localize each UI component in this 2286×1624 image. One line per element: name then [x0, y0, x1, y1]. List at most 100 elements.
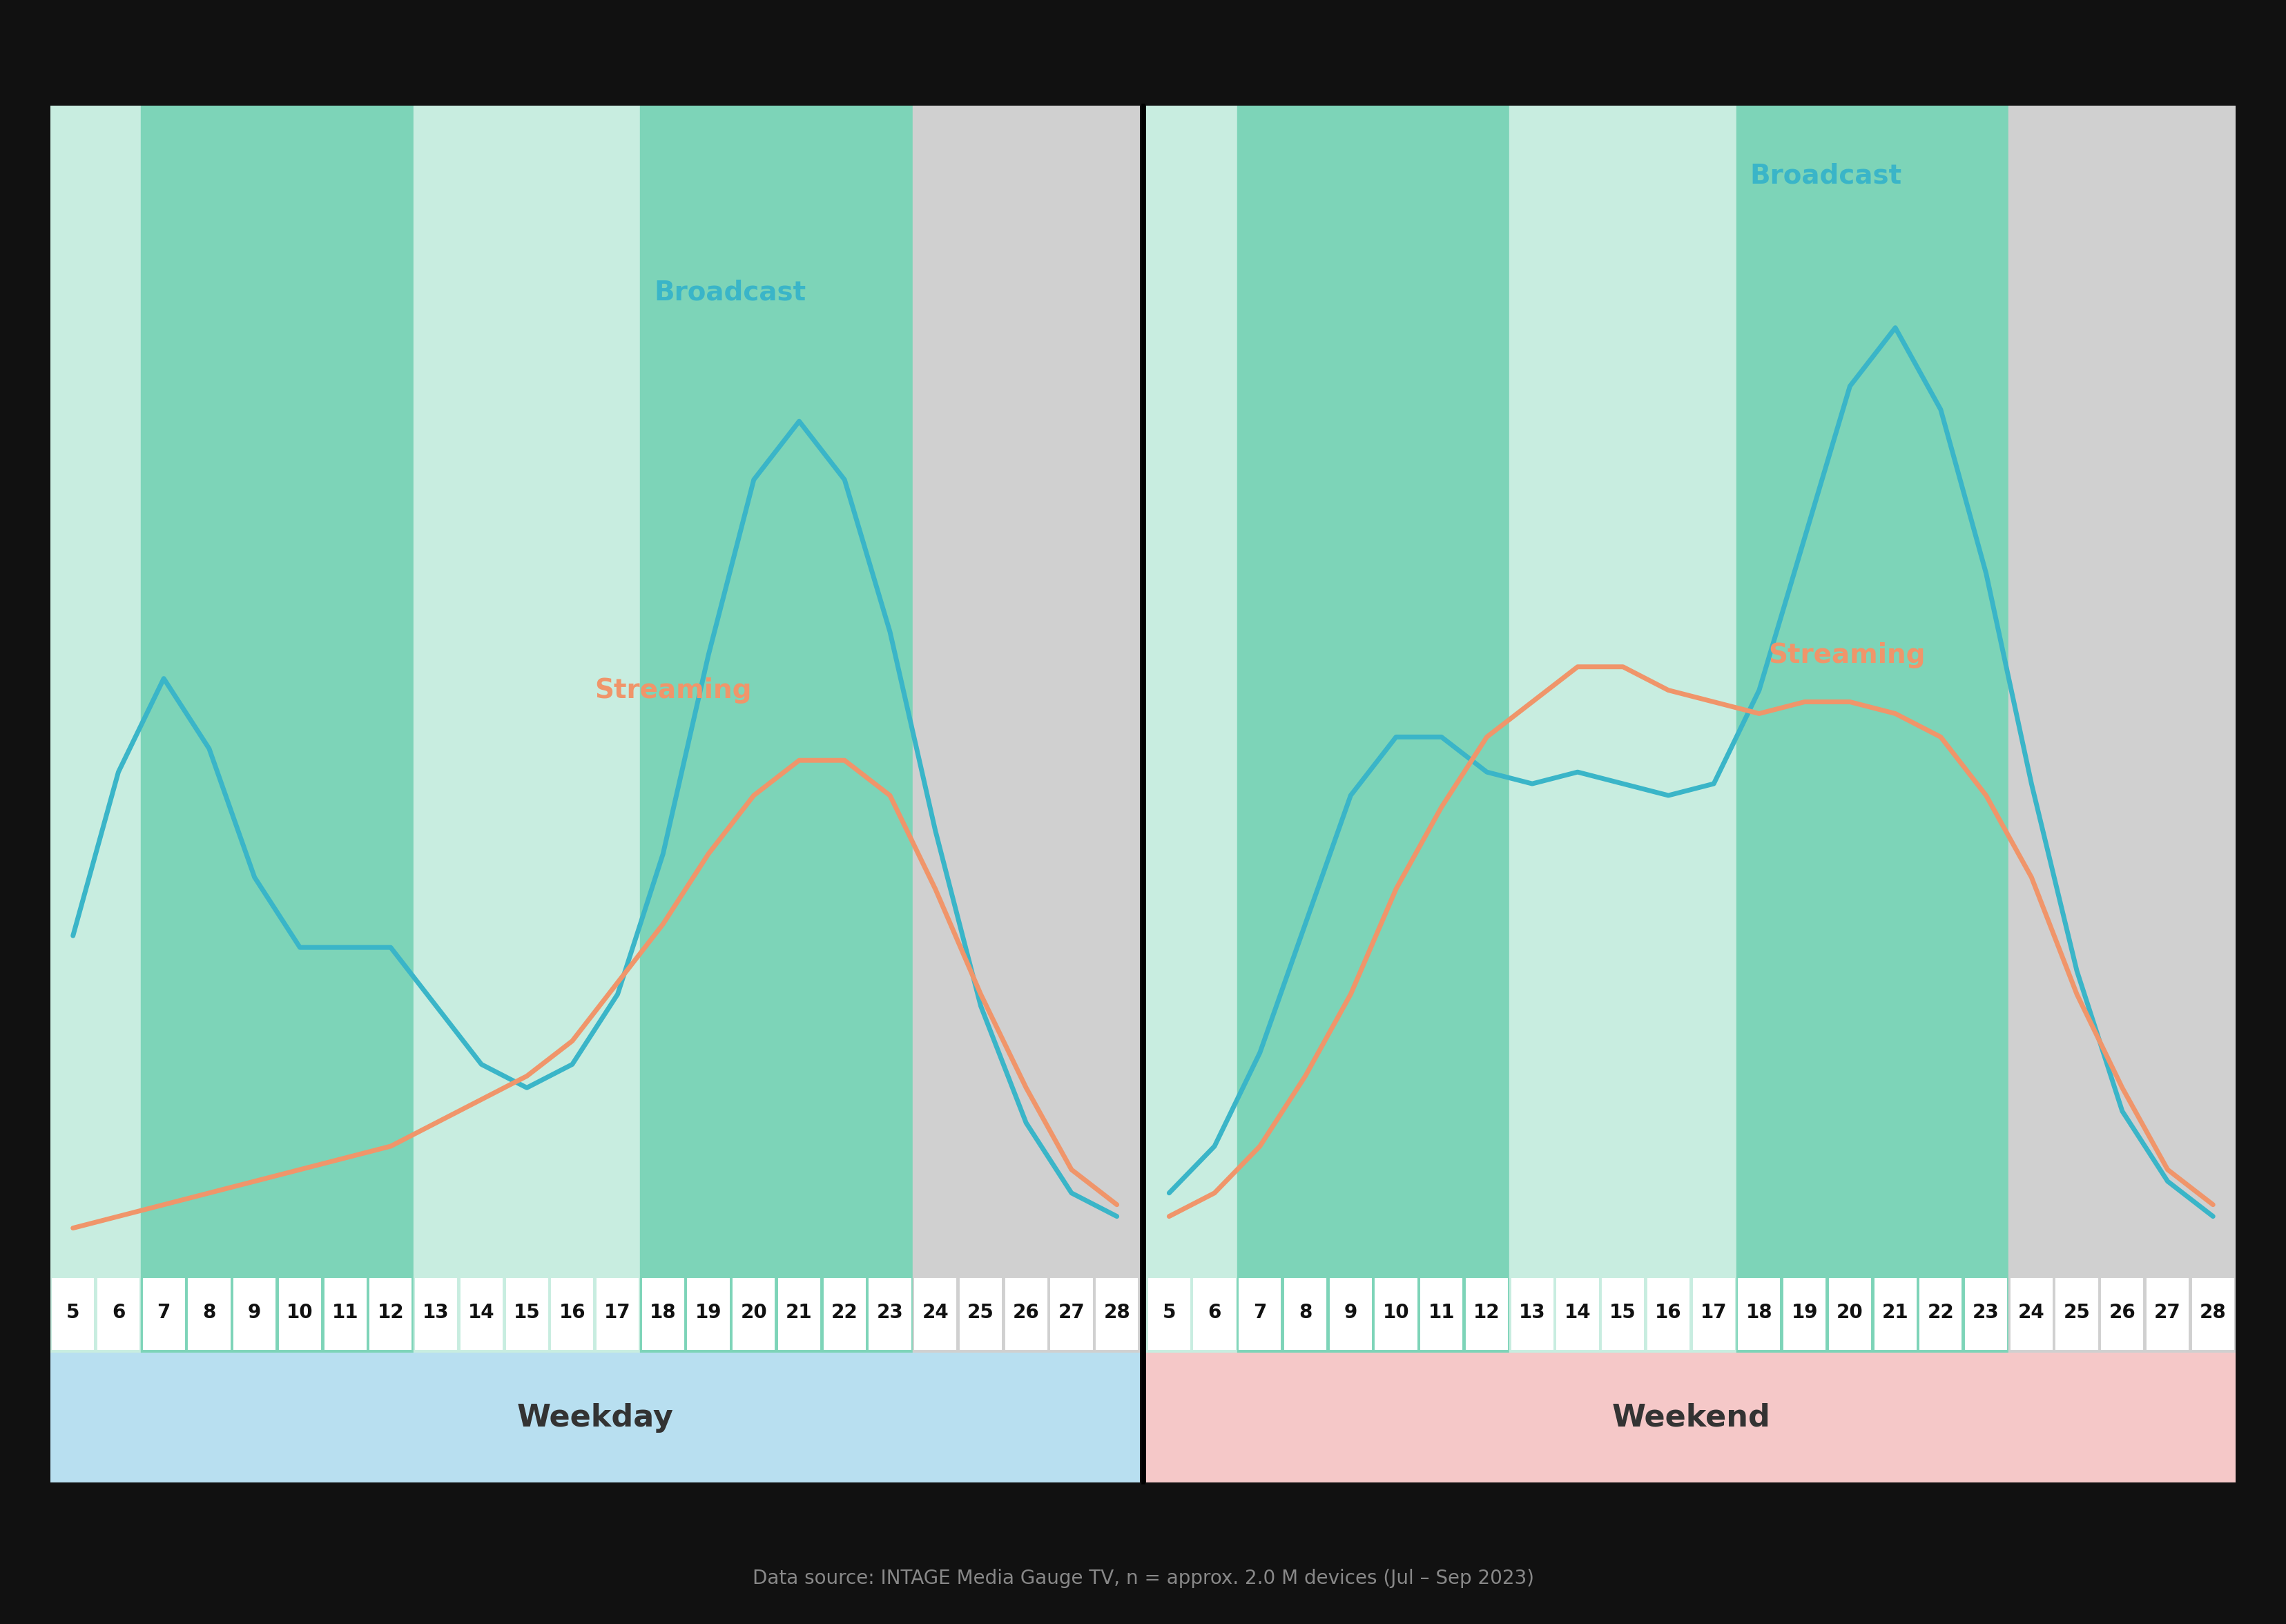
FancyBboxPatch shape	[370, 1278, 411, 1350]
FancyBboxPatch shape	[2147, 1278, 2188, 1350]
Text: Data source: INTAGE Media Gauge TV, n = approx. 2.0 M devices (Jul – Sep 2023): Data source: INTAGE Media Gauge TV, n = …	[752, 1569, 1534, 1588]
FancyBboxPatch shape	[825, 1278, 864, 1350]
Text: 10: 10	[1383, 1302, 1410, 1322]
Bar	[414, 1275, 640, 1353]
Bar	[50, 1275, 142, 1353]
Text: Broadcast: Broadcast	[1751, 162, 1902, 188]
Text: 27: 27	[2153, 1302, 2181, 1322]
FancyBboxPatch shape	[960, 1278, 1001, 1350]
FancyBboxPatch shape	[2012, 1278, 2053, 1350]
Bar	[1509, 106, 1737, 1275]
Bar	[2009, 106, 2236, 1275]
Text: 19: 19	[695, 1302, 722, 1322]
FancyBboxPatch shape	[1052, 1278, 1093, 1350]
FancyBboxPatch shape	[279, 1278, 320, 1350]
Text: 5: 5	[1161, 1302, 1175, 1322]
Text: 21: 21	[1881, 1302, 1909, 1322]
Bar	[142, 1275, 414, 1353]
Bar	[912, 106, 1138, 1275]
FancyBboxPatch shape	[1557, 1278, 1598, 1350]
FancyBboxPatch shape	[597, 1278, 638, 1350]
FancyBboxPatch shape	[551, 1278, 592, 1350]
Bar	[1237, 106, 1509, 1275]
FancyBboxPatch shape	[688, 1278, 729, 1350]
Text: Streaming: Streaming	[1769, 641, 1925, 667]
FancyBboxPatch shape	[914, 1278, 956, 1350]
FancyBboxPatch shape	[869, 1278, 910, 1350]
Text: 26: 26	[1013, 1302, 1040, 1322]
FancyBboxPatch shape	[1966, 1278, 2007, 1350]
Text: 8: 8	[203, 1302, 215, 1322]
FancyBboxPatch shape	[780, 1278, 821, 1350]
Bar	[414, 106, 640, 1275]
Text: Streaming: Streaming	[594, 677, 752, 703]
FancyBboxPatch shape	[462, 1278, 503, 1350]
Text: 20: 20	[741, 1302, 768, 1322]
Text: 17: 17	[604, 1302, 631, 1322]
Text: 10: 10	[286, 1302, 313, 1322]
Text: 21: 21	[786, 1302, 812, 1322]
Text: 9: 9	[247, 1302, 261, 1322]
Text: 9: 9	[1344, 1302, 1358, 1322]
FancyBboxPatch shape	[1330, 1278, 1372, 1350]
Bar	[1509, 1275, 1737, 1353]
Text: Broadcast/streaming exposure rates by weekday/weekend + time of day: Broadcast/streaming exposure rates by we…	[50, 41, 1463, 73]
FancyBboxPatch shape	[1006, 1278, 1047, 1350]
FancyBboxPatch shape	[98, 1278, 139, 1350]
Text: Broadcast: Broadcast	[654, 279, 807, 305]
Text: 14: 14	[469, 1302, 494, 1322]
FancyBboxPatch shape	[53, 1278, 94, 1350]
Text: Weekday: Weekday	[517, 1403, 674, 1432]
Bar	[1145, 1275, 1237, 1353]
FancyBboxPatch shape	[1285, 1278, 1326, 1350]
Text: 20: 20	[1836, 1302, 1863, 1322]
Text: 6: 6	[1207, 1302, 1221, 1322]
Bar	[142, 106, 414, 1275]
FancyBboxPatch shape	[1376, 1278, 1417, 1350]
Bar	[50, 106, 142, 1275]
FancyBboxPatch shape	[325, 1278, 366, 1350]
FancyBboxPatch shape	[1511, 1278, 1552, 1350]
Text: 7: 7	[1253, 1302, 1266, 1322]
Text: 7: 7	[158, 1302, 171, 1322]
FancyBboxPatch shape	[1602, 1278, 1644, 1350]
FancyBboxPatch shape	[2192, 1278, 2233, 1350]
Text: 25: 25	[2064, 1302, 2089, 1322]
FancyBboxPatch shape	[1465, 1278, 1506, 1350]
Text: 22: 22	[832, 1302, 857, 1322]
Text: 24: 24	[921, 1302, 949, 1322]
Bar	[1237, 1275, 1509, 1353]
Text: 11: 11	[331, 1302, 359, 1322]
FancyBboxPatch shape	[1829, 1278, 1870, 1350]
Text: 5: 5	[66, 1302, 80, 1322]
FancyBboxPatch shape	[1783, 1278, 1824, 1350]
Text: 28: 28	[1104, 1302, 1129, 1322]
FancyBboxPatch shape	[1097, 1278, 1138, 1350]
Bar	[1737, 1275, 2009, 1353]
FancyBboxPatch shape	[1920, 1278, 1961, 1350]
FancyBboxPatch shape	[1875, 1278, 1916, 1350]
FancyBboxPatch shape	[507, 1278, 546, 1350]
Text: 13: 13	[423, 1302, 450, 1322]
FancyBboxPatch shape	[1239, 1278, 1280, 1350]
Text: 19: 19	[1792, 1302, 1817, 1322]
FancyBboxPatch shape	[642, 1278, 684, 1350]
FancyBboxPatch shape	[190, 1278, 229, 1350]
FancyBboxPatch shape	[1740, 1278, 1779, 1350]
Bar	[912, 1275, 1138, 1353]
Bar	[2009, 1275, 2236, 1353]
FancyBboxPatch shape	[1694, 1278, 1735, 1350]
Bar	[1145, 106, 1237, 1275]
Text: 12: 12	[377, 1302, 405, 1322]
Bar	[1737, 106, 2009, 1275]
FancyBboxPatch shape	[734, 1278, 775, 1350]
FancyBboxPatch shape	[1148, 1278, 1189, 1350]
Text: 17: 17	[1701, 1302, 1728, 1322]
Text: 25: 25	[967, 1302, 994, 1322]
Text: 13: 13	[1518, 1302, 1545, 1322]
Text: 16: 16	[558, 1302, 585, 1322]
Text: 24: 24	[2019, 1302, 2046, 1322]
Bar	[640, 1275, 912, 1353]
FancyBboxPatch shape	[1648, 1278, 1689, 1350]
Text: 8: 8	[1298, 1302, 1312, 1322]
